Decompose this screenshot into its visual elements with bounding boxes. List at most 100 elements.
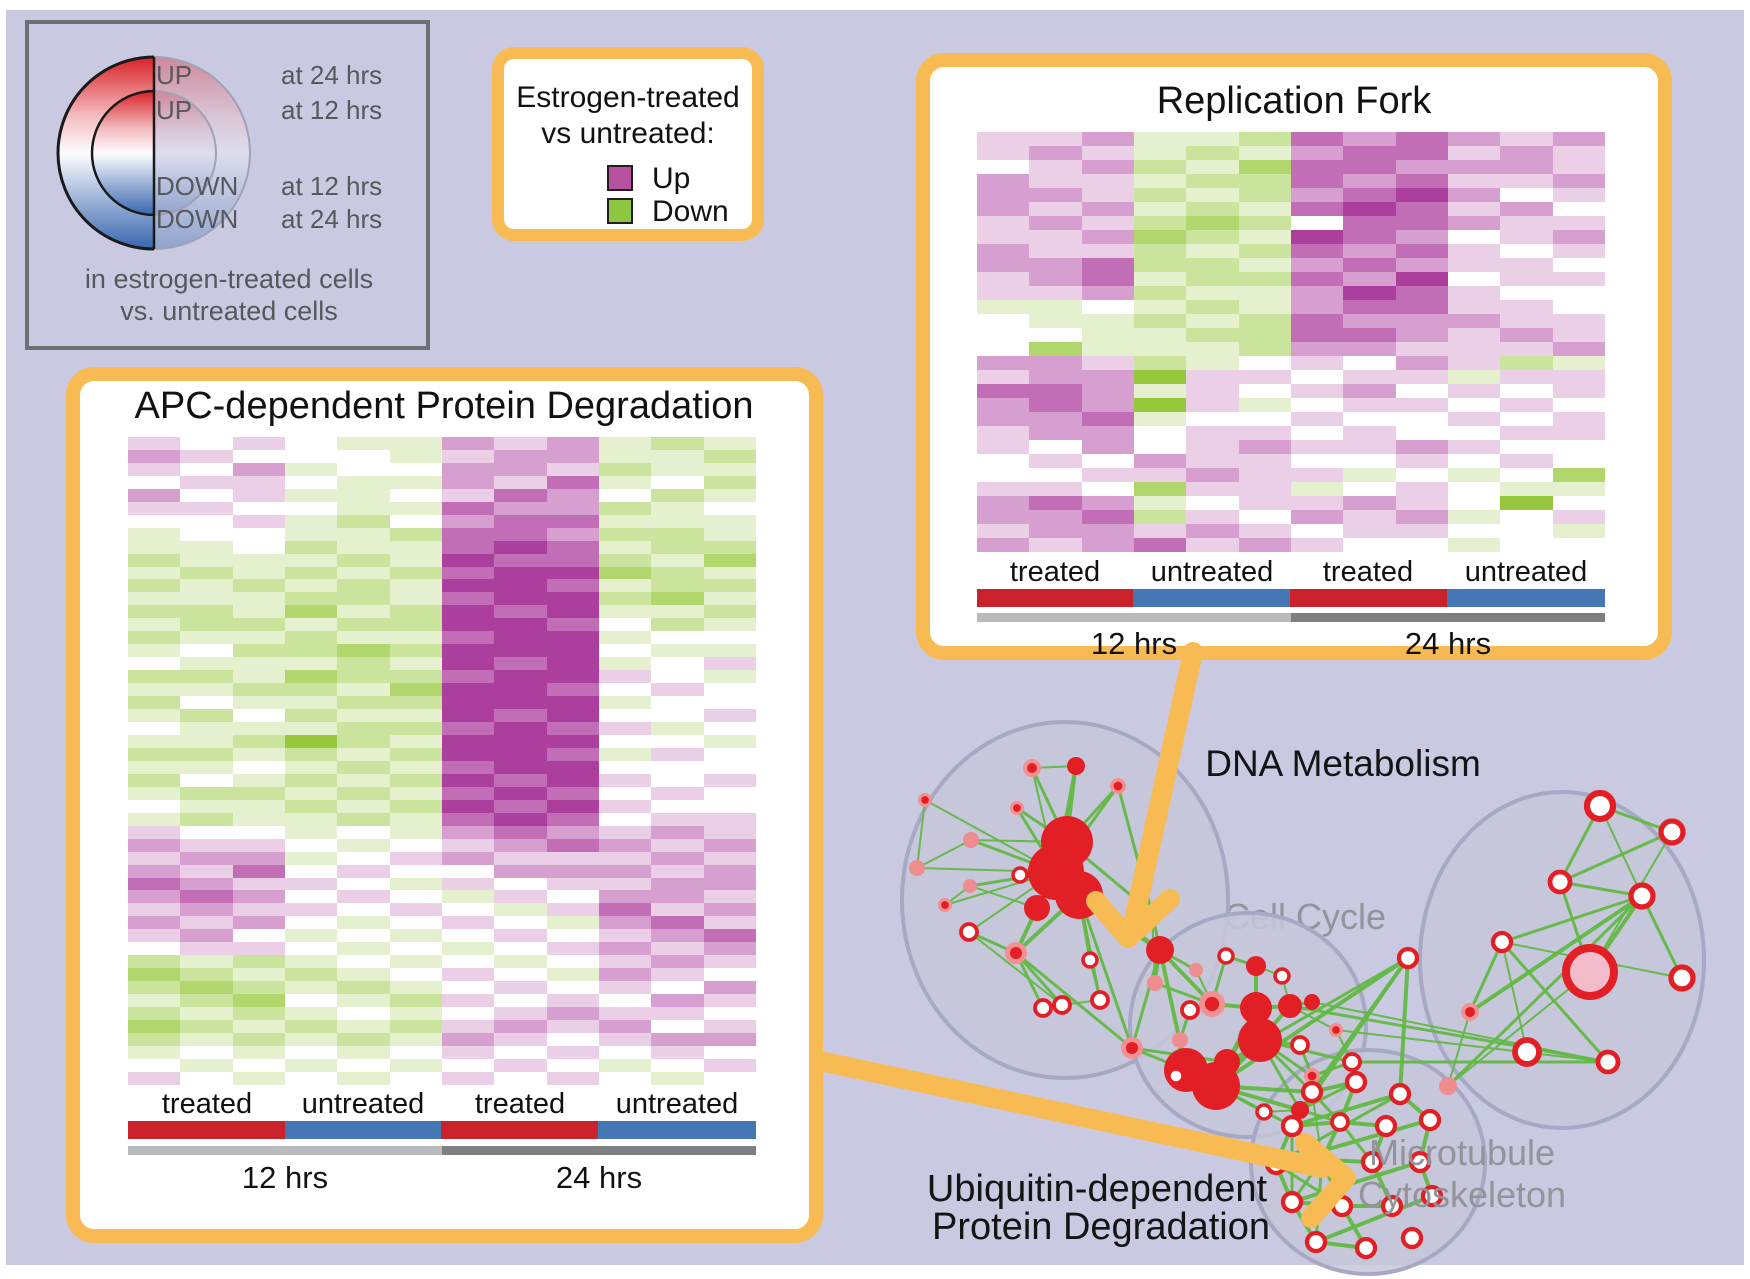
heatmap-cell — [546, 683, 599, 697]
heatmap-cell — [1290, 356, 1344, 370]
dna-metabolism-label: DNA Metabolism — [1205, 743, 1481, 784]
rf-timebar-24 — [1291, 613, 1605, 622]
heatmap-cell — [1447, 314, 1501, 328]
heatmap-cell — [1133, 132, 1187, 146]
heatmap-cell — [180, 721, 233, 735]
heatmap-cell — [1343, 384, 1396, 398]
heatmap-cell — [128, 786, 181, 800]
heatmap-cell — [337, 657, 390, 671]
heatmap-cell — [598, 709, 652, 722]
heatmap-cell — [1081, 468, 1134, 482]
heatmap-cell — [232, 449, 285, 463]
heatmap-cell — [180, 566, 233, 580]
heatmap-cell — [598, 618, 652, 632]
rf-12hrs-label: 12 hrs — [1090, 626, 1178, 661]
heatmap-cell — [1447, 524, 1501, 538]
heatmap-cell — [703, 696, 756, 710]
heatmap-cell — [180, 709, 233, 722]
rf-group-treated-12: treated — [1009, 556, 1101, 588]
heatmap-cell — [977, 370, 1030, 384]
heatmap-cell — [1552, 468, 1605, 482]
heatmap-cell — [1081, 454, 1134, 468]
heatmap-cell — [1238, 300, 1291, 314]
heatmap-cell — [1552, 286, 1605, 300]
apc-bar-untreated-24 — [598, 1121, 756, 1139]
heatmap-cell — [1552, 342, 1605, 356]
heatmap-cell — [232, 514, 285, 528]
heatmap-cell — [546, 1059, 599, 1073]
heatmap-cell — [441, 579, 495, 593]
heatmap-cell — [1133, 272, 1187, 286]
heatmap-cell — [232, 760, 285, 774]
heatmap-cell — [1343, 538, 1396, 552]
heatmap-cell — [441, 1059, 495, 1073]
apc-title: APC-dependent Protein Degradation — [134, 385, 754, 427]
heatmap-cell — [1290, 384, 1344, 398]
heatmap-cell — [1186, 398, 1239, 412]
heatmap-cell — [598, 825, 652, 839]
heatmap-cell — [1029, 258, 1082, 272]
heatmap-cell — [180, 916, 233, 930]
heatmap-cell — [389, 1059, 442, 1073]
rf-group-untreated-24: untreated — [1464, 556, 1588, 588]
heatmap-cell — [389, 825, 442, 839]
heatmap-cell — [1343, 454, 1396, 468]
heatmap-cell — [337, 1020, 390, 1034]
heatmap-cell — [128, 501, 181, 515]
heatmap-cell — [977, 216, 1030, 230]
heatmap-cell — [703, 1007, 756, 1021]
heatmap-cell — [389, 1072, 442, 1085]
heatmap-cell — [284, 566, 338, 580]
rf-group-untreated-12: untreated — [1150, 556, 1274, 588]
heatmap-cell — [1238, 342, 1291, 356]
estrogen-legend-box: Estrogen-treated vs untreated: Up Down — [492, 47, 764, 241]
heatmap-cell — [337, 1033, 390, 1047]
heatmap-cell — [494, 799, 547, 813]
heatmap-cell — [232, 657, 285, 671]
heatmap-cell — [1290, 160, 1344, 174]
heatmap-cell — [1395, 342, 1448, 356]
heatmap-cell — [337, 851, 390, 865]
heatmap-cell — [651, 527, 704, 541]
heatmap-cell — [284, 670, 338, 684]
heatmap-cell — [1081, 258, 1134, 272]
heatmap-cell — [1186, 300, 1239, 314]
up-24-label: UP — [156, 60, 193, 90]
heatmap-cell — [1500, 132, 1553, 146]
heatmap-cell — [232, 501, 285, 515]
heatmap-cell — [180, 540, 233, 554]
heatmap-cell — [441, 514, 495, 528]
heatmap-cell — [494, 527, 547, 541]
heatmap-cell — [1186, 216, 1239, 230]
heatmap-cell — [977, 202, 1030, 216]
heatmap-cell — [1238, 286, 1291, 300]
heatmap-cell — [232, 903, 285, 917]
heatmap-cell — [598, 851, 652, 865]
heatmap-cell — [1447, 174, 1501, 188]
heatmap-cell — [1029, 468, 1082, 482]
heatmap-cell — [1500, 286, 1553, 300]
heatmap-cell — [284, 929, 338, 943]
heatmap-cell — [1447, 300, 1501, 314]
heatmap-cell — [1238, 174, 1291, 188]
heatmap-cell — [494, 501, 547, 515]
apc-group-untreated-12: untreated — [301, 1088, 425, 1120]
heatmap-cell — [284, 851, 338, 865]
apc-group-treated-24: treated — [474, 1088, 566, 1120]
heatmap-cell — [441, 670, 495, 684]
heatmap-cell — [494, 644, 547, 658]
heatmap-cell — [1343, 412, 1396, 426]
heatmap-cell — [128, 1020, 181, 1034]
heatmap-cell — [598, 1020, 652, 1034]
heatmap-cell — [284, 475, 338, 489]
heatmap-cell — [703, 437, 756, 450]
heatmap-cell — [284, 942, 338, 956]
heatmap-cell — [494, 462, 547, 476]
heatmap-cell — [494, 877, 547, 891]
heatmap-cell — [180, 501, 233, 515]
heatmap-cell — [389, 955, 442, 969]
heatmap-cell — [232, 864, 285, 878]
heatmap-cell — [1081, 356, 1134, 370]
heatmap-cell — [651, 553, 704, 567]
up-12-label: UP — [156, 95, 193, 125]
